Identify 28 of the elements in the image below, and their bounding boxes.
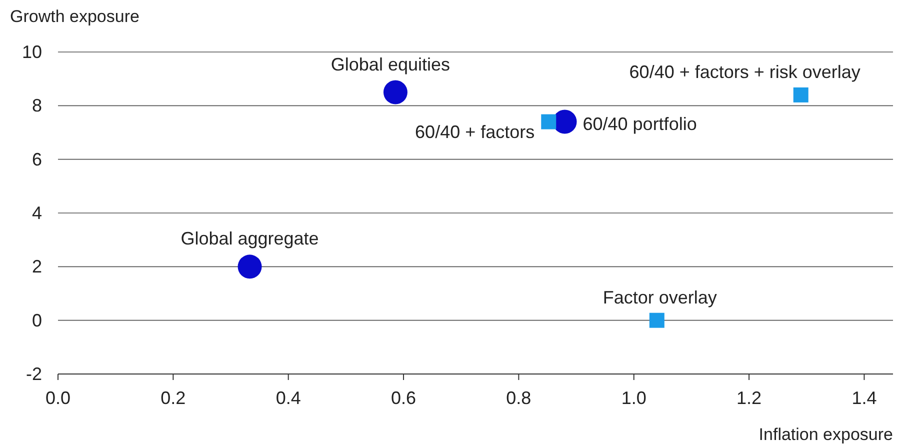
y-tick-label: 6 xyxy=(32,149,42,170)
annotation: 60/40 + factors + risk overlay xyxy=(629,62,860,82)
y-tick-label: 0 xyxy=(32,310,42,330)
y-tick-label: 4 xyxy=(32,203,42,223)
annotation: Global aggregate xyxy=(180,228,319,249)
annotation: Global equities xyxy=(330,54,450,74)
point xyxy=(238,254,262,279)
point xyxy=(541,114,556,130)
y-tick-label: 2 xyxy=(32,256,42,277)
point xyxy=(383,80,408,104)
annotation: 60/40 portfolio xyxy=(582,114,697,134)
x-tick-label: 0.4 xyxy=(276,388,301,408)
y-axis-title: Growth exposure xyxy=(10,7,140,26)
x-tick-label: 1.4 xyxy=(852,388,877,408)
x-tick-label: 0.2 xyxy=(160,388,186,408)
x-tick-label: 0.6 xyxy=(391,388,416,408)
x-tick-label: 0.8 xyxy=(506,388,532,408)
x-axis-title: Inflation exposure xyxy=(758,425,893,444)
y-tick-label: -2 xyxy=(26,364,42,384)
x-tick-label: 0.0 xyxy=(45,388,71,408)
y-tick-label: 10 xyxy=(22,42,42,62)
annotation: Factor overlay xyxy=(602,287,717,308)
x-tick-label: 1.2 xyxy=(736,388,762,408)
point xyxy=(793,87,808,102)
annotation: 60/40 + factors xyxy=(415,122,535,142)
x-tick-label: 1.0 xyxy=(621,388,646,408)
y-tick-label: 8 xyxy=(32,96,42,116)
point xyxy=(649,312,664,328)
